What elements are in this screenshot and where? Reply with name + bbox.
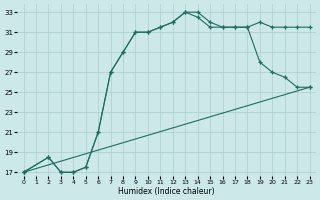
X-axis label: Humidex (Indice chaleur): Humidex (Indice chaleur) bbox=[118, 187, 215, 196]
